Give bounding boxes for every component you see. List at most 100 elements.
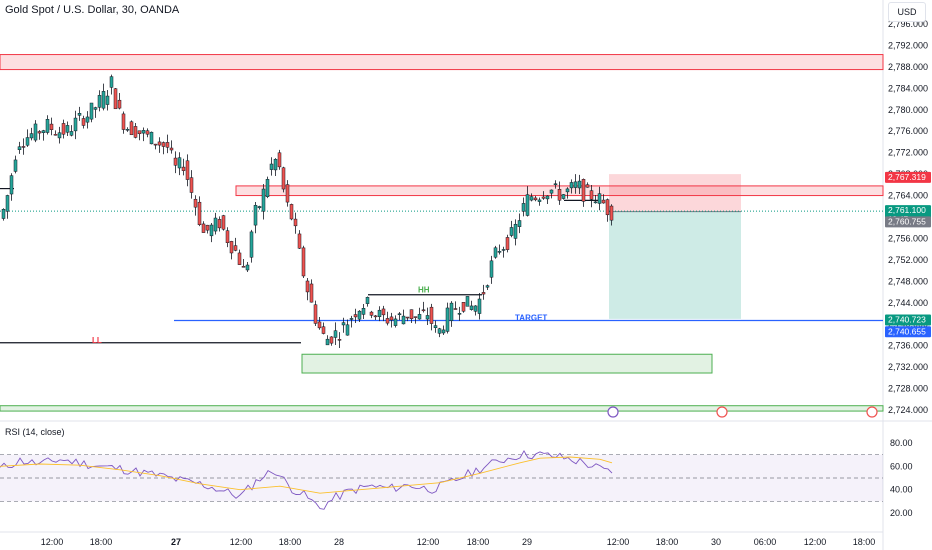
candle (261, 183, 266, 220)
candle (109, 74, 114, 95)
candle-body (449, 302, 454, 321)
candle-body (117, 99, 122, 109)
annotation-ll: LL (92, 336, 102, 345)
candle (489, 255, 494, 284)
candle-body (161, 142, 166, 147)
candle (121, 111, 126, 134)
candle-body (589, 190, 594, 200)
candle-body (25, 137, 30, 146)
candle (309, 279, 314, 303)
candle (565, 187, 570, 199)
candle-body (77, 112, 82, 116)
lightning-event-icon[interactable] (607, 406, 619, 418)
candle (233, 237, 238, 252)
candle (473, 305, 478, 316)
time-tick-label: 18:00 (853, 537, 876, 547)
candle (277, 149, 282, 170)
price-label-text: 2,767.319 (888, 172, 926, 182)
candle (493, 245, 498, 259)
candle-body (405, 316, 410, 319)
candle (329, 336, 334, 346)
candle (61, 119, 66, 139)
candle-body (477, 298, 482, 314)
candle (41, 129, 46, 141)
candle (313, 300, 318, 327)
price-label-text: 2,740.655 (888, 326, 926, 336)
candle-body (153, 143, 158, 146)
candle (481, 284, 486, 300)
candle (149, 131, 154, 145)
time-tick-label: 12:00 (230, 537, 253, 547)
candle-body (249, 231, 254, 258)
candle (605, 198, 610, 222)
candle (577, 174, 582, 195)
candles (1, 74, 614, 348)
candle-body (221, 215, 226, 230)
candle-body (97, 95, 102, 108)
candle (293, 212, 298, 234)
candle-body (41, 130, 46, 133)
price-tick-label: 2,752.000 (888, 255, 928, 265)
candle (405, 316, 410, 322)
candle (593, 194, 598, 204)
candle-body (333, 330, 338, 338)
candle-body (13, 159, 18, 172)
candle (49, 117, 54, 136)
time-tick-label: 18:00 (279, 537, 302, 547)
candle-body (281, 167, 286, 190)
candle (53, 130, 58, 136)
candle (69, 125, 74, 137)
candle (549, 189, 554, 199)
time-tick-label: 18:00 (467, 537, 490, 547)
candle (181, 158, 186, 176)
candle-body (301, 247, 306, 277)
candle-body (429, 306, 434, 324)
candle (417, 307, 422, 320)
candle (133, 122, 138, 139)
candle-body (349, 318, 354, 320)
candle-body (329, 336, 334, 344)
candle-body (261, 188, 266, 212)
candle (401, 309, 406, 325)
candle (93, 106, 98, 118)
candle (505, 234, 510, 253)
candle (297, 230, 302, 250)
candle (365, 296, 370, 307)
candle (345, 319, 350, 336)
us-flag-event-icon[interactable] (866, 406, 878, 418)
candle (65, 121, 70, 137)
candle-body (337, 339, 342, 341)
candle-body (325, 338, 330, 346)
candle-body (501, 249, 506, 251)
candle-body (69, 131, 74, 136)
price-label: 2,740.655 (885, 326, 931, 338)
candle-body (109, 76, 114, 88)
candle-body (297, 233, 302, 249)
price-label: 2,760.755 (885, 216, 931, 228)
candle-body (197, 201, 202, 225)
candle-body (217, 219, 222, 229)
candle (57, 126, 62, 144)
candle (533, 195, 538, 202)
candle-body (181, 166, 186, 171)
candle-body (357, 310, 362, 320)
candle (461, 302, 466, 313)
candle-body (309, 283, 314, 303)
price-label-text: 2,761.100 (888, 205, 926, 215)
candle-body (317, 321, 322, 329)
candle-body (493, 247, 498, 258)
us-flag-event-icon[interactable] (716, 406, 728, 418)
candle (525, 186, 530, 217)
candle (85, 111, 90, 129)
currency-button[interactable]: USD (888, 2, 926, 22)
candle (17, 141, 22, 154)
candle-body (473, 305, 478, 312)
time-tick-label: 28 (334, 537, 344, 547)
candle-body (285, 184, 290, 203)
candle (609, 204, 614, 226)
price-label-box (885, 314, 931, 326)
candle (585, 182, 590, 188)
candle-body (609, 205, 614, 221)
candle (81, 115, 86, 129)
